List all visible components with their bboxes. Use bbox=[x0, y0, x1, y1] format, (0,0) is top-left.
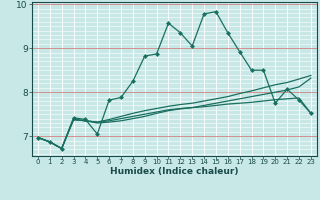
X-axis label: Humidex (Indice chaleur): Humidex (Indice chaleur) bbox=[110, 167, 239, 176]
